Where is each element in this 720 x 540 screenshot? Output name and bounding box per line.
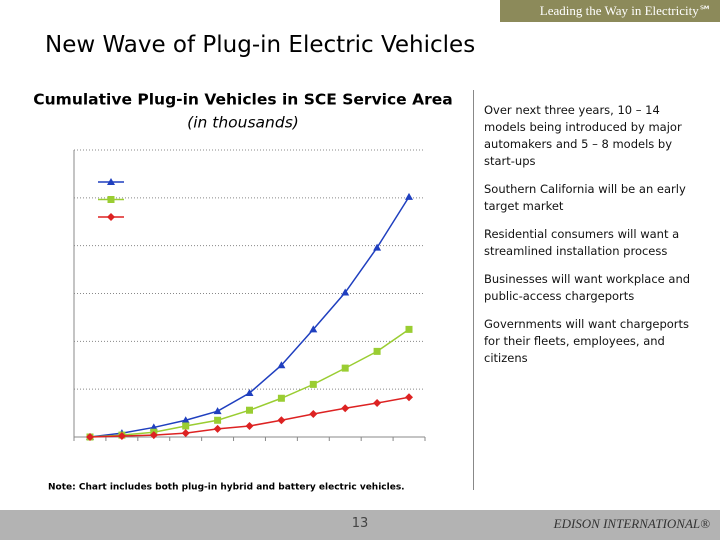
footer-bar <box>0 510 720 540</box>
legend-marker <box>107 213 115 221</box>
marker <box>373 399 382 408</box>
marker <box>246 406 253 414</box>
marker <box>86 433 94 441</box>
marker <box>277 394 285 402</box>
company-name: EDISON INTERNATIONAL® <box>553 516 710 531</box>
marker <box>277 416 286 425</box>
chart-title: Cumulative Plug-in Vehicles in SCE Servi… <box>33 91 452 109</box>
marker <box>405 192 413 200</box>
bullet: Southern California will be an early tar… <box>484 182 686 213</box>
marker <box>149 431 158 440</box>
marker <box>181 416 190 424</box>
marker <box>117 432 126 441</box>
series-line <box>89 328 410 438</box>
marker <box>341 288 350 296</box>
marker <box>213 424 222 433</box>
chart: Cumulative Plug-in Vehicles in SCE Servi… <box>33 91 452 493</box>
bullet: Residential consumers will want a stream… <box>484 227 680 258</box>
marker <box>341 364 349 372</box>
bullet: Governments will want chargeports for th… <box>484 317 690 365</box>
brand-bar: Leading the Way in Electricity℠ <box>500 0 720 22</box>
marker <box>214 416 222 424</box>
marker <box>309 325 318 333</box>
marker <box>149 423 158 431</box>
marker <box>373 347 381 355</box>
marker <box>341 404 350 413</box>
marker <box>182 422 190 430</box>
slide-title: New Wave of Plug-in Electric Vehicles <box>45 32 476 58</box>
bullet: Businesses will want workplace and publi… <box>484 272 691 303</box>
marker <box>277 361 286 369</box>
marker <box>373 243 382 251</box>
separator <box>473 90 474 490</box>
marker <box>309 380 317 388</box>
bullet-list: Over next three years, 10 – 14 models be… <box>484 102 699 378</box>
marker <box>405 325 413 333</box>
series-line <box>89 196 410 438</box>
chart-subtitle: (in thousands) <box>187 114 299 132</box>
chart-note: Note: Chart includes both plug-in hybrid… <box>48 483 405 493</box>
marker <box>245 421 254 430</box>
marker <box>181 429 190 438</box>
marker <box>309 410 318 419</box>
legend-marker <box>107 196 115 203</box>
page-number: 13 <box>351 516 369 531</box>
legend-marker <box>107 178 115 185</box>
marker <box>405 393 413 402</box>
marker <box>245 388 254 396</box>
marker <box>213 407 222 415</box>
bullet: Over next three years, 10 – 14 models be… <box>484 103 682 168</box>
